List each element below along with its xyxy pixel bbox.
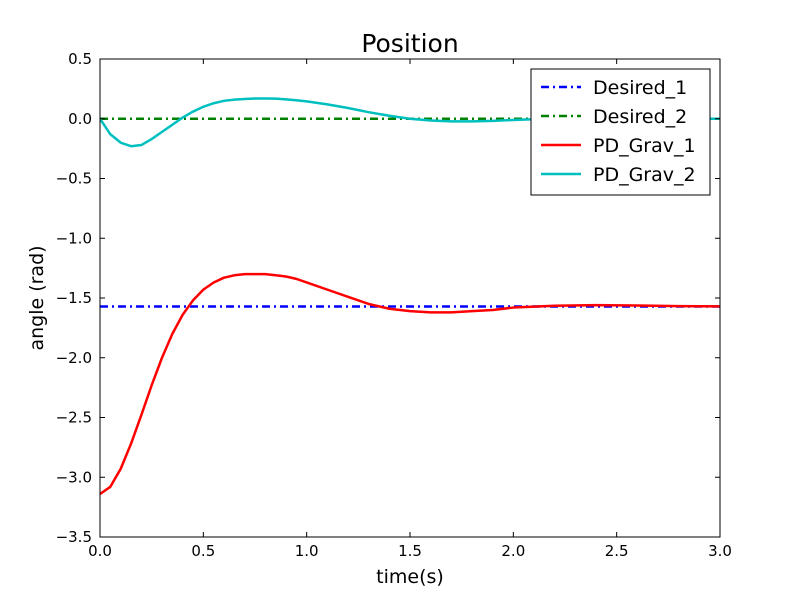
- y-tick-label: 0.5: [68, 50, 92, 68]
- x-tick-label: 0.0: [88, 542, 112, 560]
- x-tick-label: 2.5: [605, 542, 629, 560]
- y-axis-label: angle (rad): [26, 245, 48, 350]
- y-tick-label: −1.5: [56, 289, 92, 307]
- series-group: [100, 97, 720, 496]
- y-tick-label: 0.0: [68, 110, 92, 128]
- x-tick-label: 0.5: [191, 542, 215, 560]
- x-tick-label: 1.5: [398, 542, 422, 560]
- y-tick-label: −2.0: [56, 349, 92, 367]
- x-tick-label: 2.0: [501, 542, 525, 560]
- y-tick-label: −3.0: [56, 468, 92, 486]
- x-tick-label: 1.0: [295, 542, 319, 560]
- series-line-pd-grav-1: [100, 272, 720, 496]
- legend-entry-label: Desired_2: [593, 106, 687, 128]
- y-tick-label: −1.0: [56, 229, 92, 247]
- legend-entry-label: PD_Grav_1: [593, 135, 696, 157]
- x-tick-label: 3.0: [708, 542, 732, 560]
- legend: Desired_1 Desired_2 PD_Grav_1 PD_Grav_2: [530, 68, 711, 196]
- legend-entry-label: PD_Grav_2: [593, 164, 696, 186]
- y-tick-label: −0.5: [56, 170, 92, 188]
- chart-title: Position: [361, 29, 458, 58]
- y-tick-label: −2.5: [56, 409, 92, 427]
- x-axis-label: time(s): [376, 566, 444, 588]
- y-tick-label: −3.5: [56, 528, 92, 546]
- legend-entry-label: Desired_1: [593, 77, 687, 99]
- series-line-pd-grav-2: [100, 97, 720, 148]
